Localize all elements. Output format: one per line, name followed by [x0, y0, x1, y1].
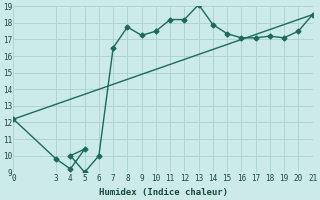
X-axis label: Humidex (Indice chaleur): Humidex (Indice chaleur) [99, 188, 228, 197]
